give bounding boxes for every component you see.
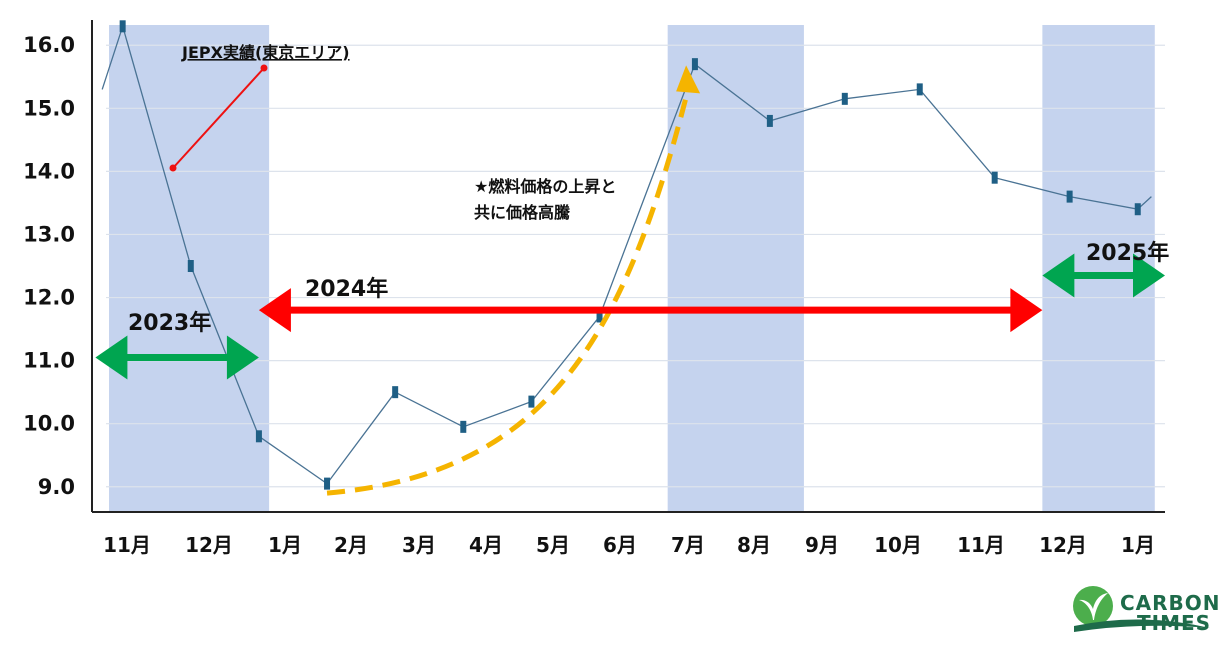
data-point: [1134, 203, 1141, 216]
year-span-label: 2023年: [128, 310, 211, 336]
x-tick-label: 7月: [671, 533, 705, 557]
legend-dot: [169, 164, 177, 172]
y-tick-label: 16.0: [23, 33, 75, 57]
data-point: [991, 171, 998, 184]
data-point: [255, 430, 262, 443]
y-tick-label: 10.0: [23, 412, 75, 436]
logo-line-1: CARBON: [1120, 591, 1221, 615]
year-span-label: 2024年: [305, 276, 388, 302]
legend-label: JEPX実績(東京エリア): [181, 43, 350, 62]
legend-dot: [260, 64, 268, 72]
data-point: [119, 20, 126, 33]
x-tick-label: 4月: [469, 533, 503, 557]
y-tick-label: 11.0: [23, 349, 75, 373]
annotation-line-1: ★燃料価格の上昇と: [474, 177, 616, 196]
y-tick-label: 13.0: [23, 222, 75, 246]
legend-line: [172, 67, 265, 169]
x-tick-label: 5月: [536, 533, 570, 557]
y-tick-label: 12.0: [23, 286, 75, 310]
x-tick-label: 11月: [957, 533, 1005, 557]
x-tick-label: 9月: [805, 533, 839, 557]
year-span-arrow: [1042, 253, 1165, 298]
x-tick-label: 11月: [103, 533, 151, 557]
x-tick-label: 1月: [1121, 533, 1155, 557]
data-point: [596, 310, 603, 323]
x-tick-label: 2月: [334, 533, 368, 557]
x-tick-label: 12月: [185, 533, 233, 557]
year-span-arrow: [258, 288, 1043, 333]
x-tick-label: 6月: [603, 533, 637, 557]
data-point: [392, 386, 399, 399]
data-point: [916, 83, 923, 96]
annotation-line-2: 共に価格高騰: [474, 203, 571, 222]
y-tick-label: 15.0: [23, 96, 75, 120]
data-point: [187, 260, 194, 272]
x-tick-label: 1月: [268, 533, 302, 557]
data-point: [691, 58, 698, 71]
x-tick-label: 8月: [737, 533, 771, 557]
y-tick-label: 14.0: [23, 159, 75, 183]
data-point: [460, 420, 467, 433]
logo-line-2: TIMES: [1137, 611, 1211, 635]
x-tick-label: 3月: [402, 533, 436, 557]
logo: CARBON TIMES: [1073, 586, 1221, 635]
x-tick-label: 12月: [1039, 533, 1087, 557]
y-tick-label: 9.0: [38, 475, 75, 499]
data-point: [841, 92, 848, 105]
data-point: [528, 395, 535, 408]
data-point: [324, 477, 331, 490]
year-span-label: 2025年: [1086, 240, 1169, 266]
trend-curve: [326, 88, 691, 496]
data-point: [766, 114, 773, 127]
shaded-period: [667, 25, 804, 512]
year-span-arrow: [95, 335, 259, 380]
data-point: [1066, 190, 1073, 203]
trend-arrowhead: [676, 65, 701, 94]
x-tick-label: 10月: [874, 533, 922, 557]
leaf-logo-icon: [1073, 586, 1210, 632]
